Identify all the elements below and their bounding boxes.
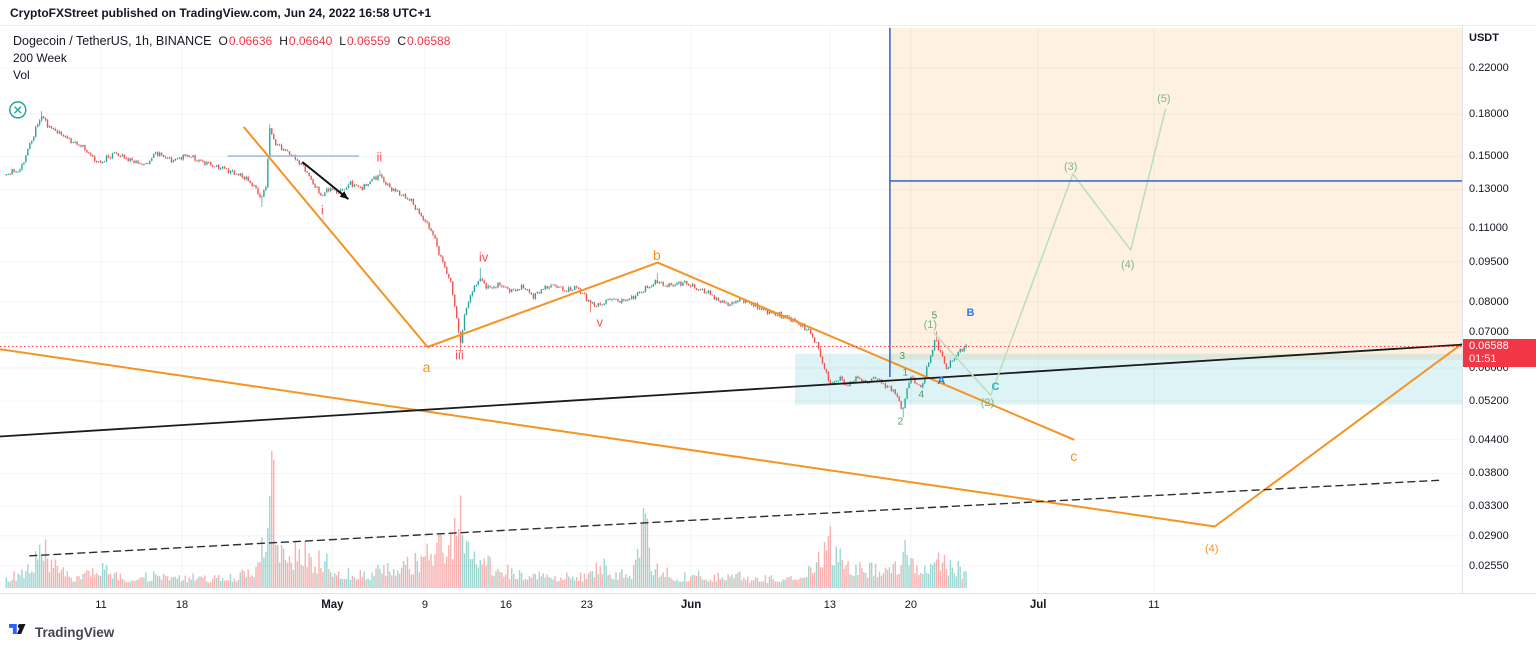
ohlc-close-value: 0.06588 (407, 34, 451, 48)
price-tick-label: 0.03300 (1469, 500, 1509, 513)
chart-legend: Dogecoin / TetherUS, 1h, BINANCE O0.06636… (13, 33, 450, 83)
publish-info: published on TradingView.com, Jun 24, 20… (98, 5, 432, 20)
footer-branding: TradingView (9, 619, 114, 645)
ohlc-close-label: C (397, 34, 407, 48)
time-tick-label: 11 (1148, 599, 1160, 611)
time-tick-label: 13 (823, 599, 837, 611)
time-tick-label: 23 (580, 599, 594, 611)
price-tick-label: 0.18000 (1469, 108, 1509, 121)
ohlc-values: O0.06636 H0.06640 L0.06559 C0.06588 (211, 34, 450, 48)
wave-label[interactable]: 5 (932, 310, 938, 321)
time-tick-label: May (321, 599, 344, 611)
wave-label[interactable]: C (992, 381, 1000, 393)
wave-label[interactable]: 4 (919, 390, 925, 401)
arrow-drawing[interactable] (301, 161, 350, 200)
price-tick-label: 0.03800 (1469, 467, 1509, 480)
wave-label[interactable]: (1) (924, 319, 937, 331)
ohlc-low-value: 0.06559 (346, 34, 391, 48)
wave-label[interactable]: c (1070, 448, 1077, 464)
supply-zone-orange[interactable] (889, 27, 1462, 360)
last-price-badge: 0.06588 01:51 (1463, 338, 1536, 367)
tradingview-wordmark[interactable]: TradingView (35, 624, 115, 640)
wave-label[interactable]: 3 (900, 351, 906, 362)
demand-zone-blue[interactable] (795, 353, 1462, 405)
price-tick-label: 0.08000 (1469, 295, 1509, 308)
price-tick-label: 0.22000 (1469, 62, 1509, 74)
price-tick-label: 0.02550 (1469, 559, 1509, 572)
wave-label[interactable]: 1 (903, 367, 909, 378)
indicator-200-week-label[interactable]: 200 Week (13, 51, 67, 65)
wave-label[interactable]: iv (479, 250, 489, 265)
price-countdown: 01:51 (1469, 352, 1497, 365)
wave-label[interactable]: a (423, 359, 431, 375)
ohlc-open-label: O (218, 34, 228, 48)
last-price: 0.06588 (1469, 339, 1509, 352)
wave-label[interactable]: (4) (1121, 259, 1134, 271)
wave-label[interactable]: i (321, 202, 324, 217)
ohlc-low-label: L (339, 34, 346, 48)
wave-label[interactable]: iii (455, 348, 464, 363)
wave-label[interactable]: (4) (1205, 543, 1218, 555)
price-tick-label: 0.07000 (1469, 326, 1509, 339)
wave-label[interactable]: (3) (1064, 161, 1077, 173)
ohlc-high-value: 0.06640 (288, 34, 333, 48)
price-axis[interactable]: USDT 0.06588 01:51 0.22000 0.18000 0.15000… (1462, 0, 1536, 593)
wave-label[interactable]: (2) (981, 397, 994, 409)
candles-layer (5, 111, 967, 418)
green-wave-projection-line[interactable] (933, 108, 1167, 397)
price-tick-label: 0.09500 (1469, 255, 1509, 268)
wave-label[interactable]: (5) (1157, 93, 1170, 105)
wave-label[interactable]: ii (377, 150, 383, 165)
time-tick-label: 20 (904, 599, 917, 611)
wave-label[interactable]: v (597, 314, 604, 329)
indicator-volume-label[interactable]: Vol (13, 68, 30, 82)
circled-x-marker[interactable] (9, 101, 27, 119)
time-tick-label: 11 (95, 599, 107, 611)
price-axis-unit: USDT (1469, 32, 1499, 44)
drawing-abc-zigzag[interactable] (243, 126, 1075, 441)
wave-label[interactable]: B (967, 307, 975, 319)
time-axis[interactable]: 11 18 May 9 16 23 Jun 13 20 Jul 11 (0, 593, 1536, 616)
publish-bar: CryptoFXStreet published on TradingView.… (0, 0, 1536, 26)
ohlc-high-label: H (279, 34, 288, 48)
price-tick-label: 0.04400 (1469, 433, 1509, 446)
drawing-wave4-projection-line[interactable] (0, 342, 1464, 528)
symbol-title[interactable]: Dogecoin / TetherUS, 1h, BINANCE (13, 34, 212, 48)
volume-layer (5, 451, 967, 588)
price-tick-label: 0.15000 (1469, 150, 1509, 163)
tradingview-logo-icon[interactable] (9, 621, 29, 643)
price-tick-label: 0.02900 (1469, 529, 1509, 542)
time-tick-label: 9 (421, 599, 428, 611)
price-tick-label: 0.11000 (1469, 222, 1508, 235)
ohlc-open-value: 0.06636 (228, 34, 273, 48)
wave-label[interactable]: b (653, 247, 661, 263)
publisher-name[interactable]: CryptoFXStreet (10, 5, 99, 20)
time-tick-label: 18 (175, 599, 189, 611)
wave-label[interactable]: A (937, 375, 945, 387)
ma-200-week-line[interactable] (0, 343, 1464, 438)
wave-label[interactable]: 2 (898, 417, 904, 428)
time-tick-label: Jun (680, 599, 702, 611)
dashed-trendline[interactable] (29, 479, 1440, 557)
time-tick-label: Jul (1029, 599, 1047, 611)
price-tick-label: 0.05200 (1469, 395, 1509, 408)
time-tick-label: 16 (499, 599, 513, 611)
price-tick-label: 0.13000 (1469, 183, 1509, 196)
grid-layer (0, 28, 1462, 592)
